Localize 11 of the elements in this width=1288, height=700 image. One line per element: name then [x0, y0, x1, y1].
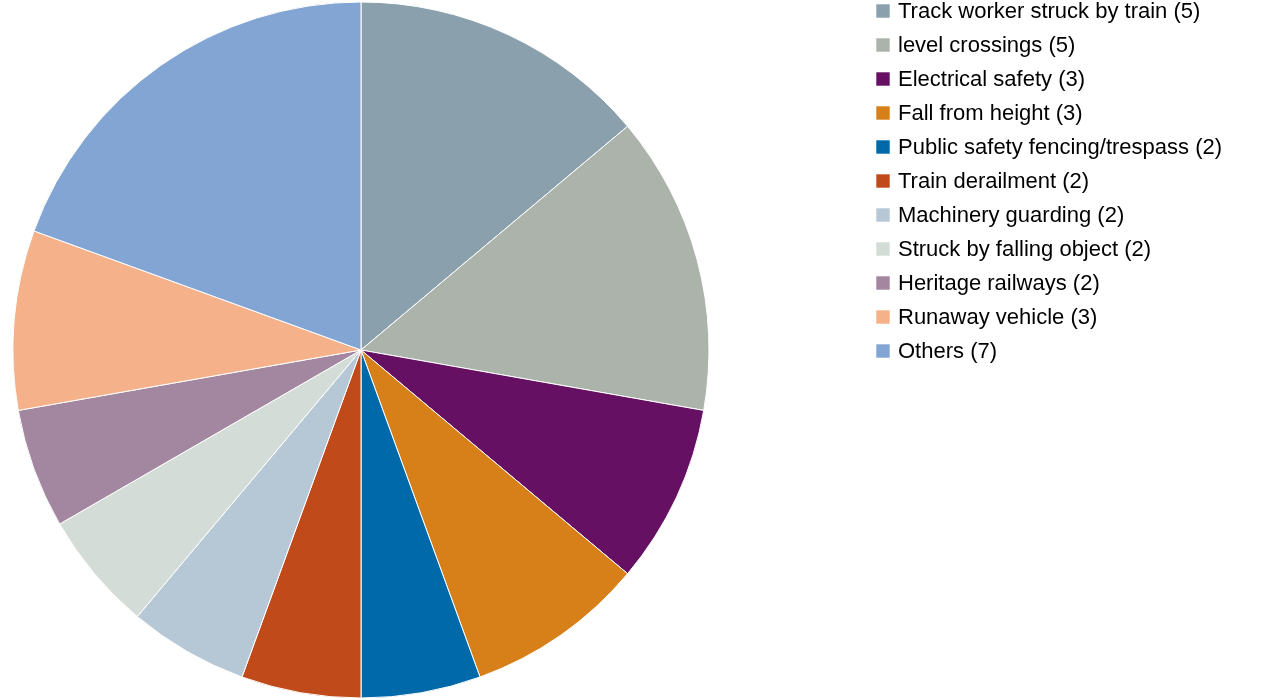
legend-label: level crossings (5)	[898, 32, 1076, 57]
legend-label: Others (7)	[898, 338, 998, 363]
legend-label: Struck by falling object (2)	[898, 236, 1152, 261]
legend-label: Fall from height (3)	[898, 100, 1083, 125]
legend-label: Electrical safety (3)	[898, 66, 1086, 91]
legend-label: Public safety fencing/trespass (2)	[898, 134, 1223, 159]
legend-label: Track worker struck by train (5)	[898, 0, 1201, 23]
legend-label: Machinery guarding (2)	[898, 202, 1125, 227]
legend-label: Runaway vehicle (3)	[898, 304, 1098, 329]
legend-label: Train derailment (2)	[898, 168, 1090, 193]
legend-label: Heritage railways (2)	[898, 270, 1100, 295]
